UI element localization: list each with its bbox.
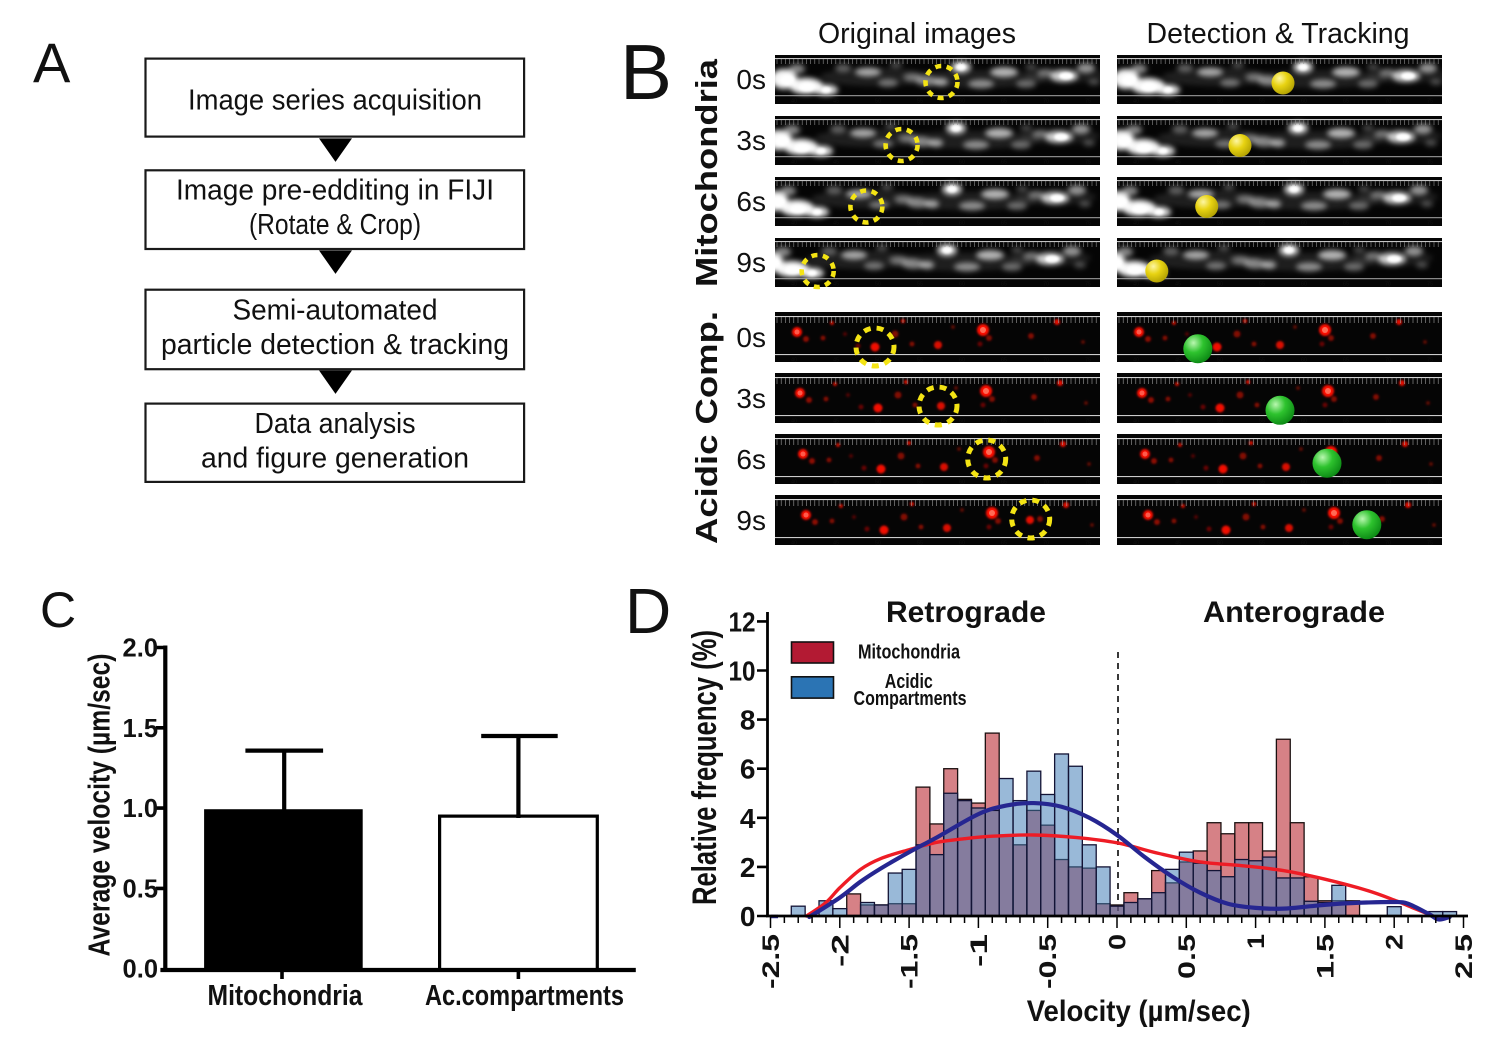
svg-text:1.5: 1.5: [123, 715, 158, 743]
svg-text:0: 0: [1105, 934, 1132, 950]
svg-text:0: 0: [740, 901, 756, 932]
svg-text:-2.5: -2.5: [758, 934, 785, 989]
svg-text:2.5: 2.5: [1451, 934, 1478, 979]
svg-text:2: 2: [1382, 934, 1409, 950]
svg-text:particle detection & tracking: particle detection & tracking: [161, 329, 509, 361]
svg-text:Velocity (µm/sec): Velocity (µm/sec): [1027, 995, 1251, 1028]
svg-text:-2: -2: [827, 934, 854, 967]
svg-text:Data analysis: Data analysis: [255, 408, 416, 440]
svg-text:(Rotate & Crop): (Rotate & Crop): [249, 209, 421, 241]
svg-text:9s: 9s: [736, 505, 766, 536]
svg-text:Anterograde: Anterograde: [1203, 596, 1385, 629]
svg-text:D: D: [625, 575, 671, 647]
svg-text:Mitochondria: Mitochondria: [858, 641, 961, 663]
svg-text:-0.5: -0.5: [1035, 934, 1062, 989]
svg-text:Semi-automated: Semi-automated: [233, 294, 438, 326]
svg-text:C: C: [40, 582, 76, 638]
svg-text:0.5: 0.5: [123, 875, 158, 903]
svg-text:12: 12: [729, 606, 756, 637]
svg-text:B: B: [620, 28, 672, 116]
svg-text:Image series acquisition: Image series acquisition: [188, 85, 482, 117]
svg-text:Image pre-edditing in FIJI: Image pre-edditing in FIJI: [176, 175, 494, 207]
svg-text:9s: 9s: [736, 247, 766, 278]
svg-text:and figure generation: and figure generation: [201, 442, 469, 474]
svg-text:4: 4: [740, 803, 756, 834]
svg-text:A: A: [33, 31, 71, 94]
svg-text:6: 6: [740, 754, 756, 785]
svg-text:Retrograde: Retrograde: [886, 596, 1046, 629]
svg-text:0s: 0s: [736, 322, 766, 353]
svg-text:Original images: Original images: [818, 18, 1016, 50]
svg-text:Average velocity (µm/sec): Average velocity (µm/sec): [82, 654, 117, 957]
svg-text:3s: 3s: [736, 125, 766, 156]
svg-text:8: 8: [740, 705, 756, 736]
svg-text:-1: -1: [966, 934, 993, 967]
svg-text:1: 1: [1243, 934, 1270, 949]
svg-text:Compartments: Compartments: [854, 688, 967, 710]
svg-text:1.5: 1.5: [1312, 934, 1339, 979]
svg-text:1.0: 1.0: [123, 795, 158, 823]
svg-text:Mitochondria: Mitochondria: [689, 58, 724, 287]
svg-text:Mitochondria: Mitochondria: [208, 980, 364, 1012]
svg-text:Acidic Comp.: Acidic Comp.: [689, 311, 724, 544]
svg-text:6s: 6s: [736, 444, 766, 475]
svg-text:2.0: 2.0: [123, 635, 158, 663]
svg-text:0s: 0s: [736, 64, 766, 95]
svg-text:3s: 3s: [736, 383, 766, 414]
svg-text:0.5: 0.5: [1174, 934, 1201, 979]
svg-text:Acidic: Acidic: [885, 671, 933, 693]
svg-text:6s: 6s: [736, 186, 766, 217]
svg-text:Ac.compartments: Ac.compartments: [425, 980, 624, 1012]
svg-text:10: 10: [729, 656, 756, 687]
svg-text:0.0: 0.0: [123, 956, 158, 984]
svg-text:2: 2: [740, 852, 756, 883]
svg-text:-1.5: -1.5: [897, 934, 924, 989]
svg-text:Detection & Tracking: Detection & Tracking: [1147, 18, 1410, 50]
svg-text:Relative frequency (%): Relative frequency (%): [686, 630, 724, 905]
